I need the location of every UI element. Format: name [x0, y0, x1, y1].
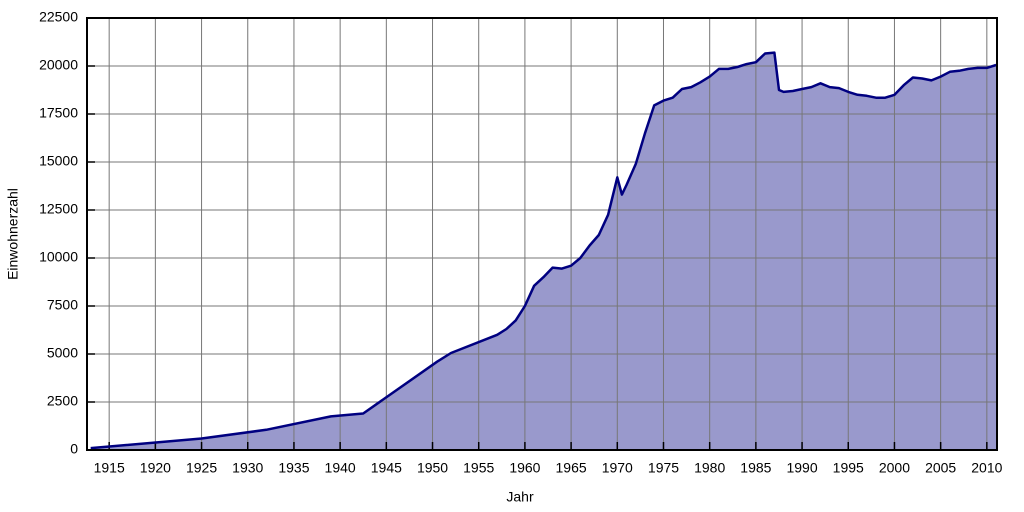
y-tick-label: 17500 [39, 105, 78, 121]
line [90, 51, 997, 450]
x-tick-label: 1980 [694, 460, 725, 476]
y-tick-label: 5000 [47, 345, 78, 361]
y-tick-label: 22500 [39, 9, 78, 25]
x-tick-label: 1960 [509, 460, 540, 476]
y-tick-label: 0 [70, 441, 78, 457]
x-tick-label: 2010 [971, 460, 1002, 476]
x-tick-label: 1915 [94, 460, 125, 476]
y-tick-label: 10000 [39, 249, 78, 265]
x-tick-label: 1945 [371, 460, 402, 476]
x-tick-label: 1930 [232, 460, 263, 476]
x-tick-label: 1970 [602, 460, 633, 476]
y-tick-label: 15000 [39, 153, 78, 169]
plot-frame [86, 17, 998, 451]
x-tick-label: 1935 [278, 460, 309, 476]
x-tick-label: 1955 [463, 460, 494, 476]
x-tick-label: 1995 [833, 460, 864, 476]
x-tick-label: 1985 [740, 460, 771, 476]
y-tick-label: 20000 [39, 57, 78, 73]
x-tick-label: 2005 [925, 460, 956, 476]
x-tick-label: 1940 [325, 460, 356, 476]
x-tick-label: 2000 [879, 460, 910, 476]
x-tick-label: 1925 [186, 460, 217, 476]
area [90, 52, 997, 450]
y-tick-label: 7500 [47, 297, 78, 313]
y-tick-label: 12500 [39, 201, 78, 217]
y-axis-label: Einwohnerzahl [5, 188, 21, 280]
x-tick-label: 1965 [556, 460, 587, 476]
x-tick-label: 1920 [140, 460, 171, 476]
x-tick-label: 1975 [648, 460, 679, 476]
x-axis-label: Jahr [506, 489, 534, 505]
y-tick-label: 2500 [47, 393, 78, 409]
x-tick-label: 1950 [417, 460, 448, 476]
x-tick-label: 1990 [786, 460, 817, 476]
